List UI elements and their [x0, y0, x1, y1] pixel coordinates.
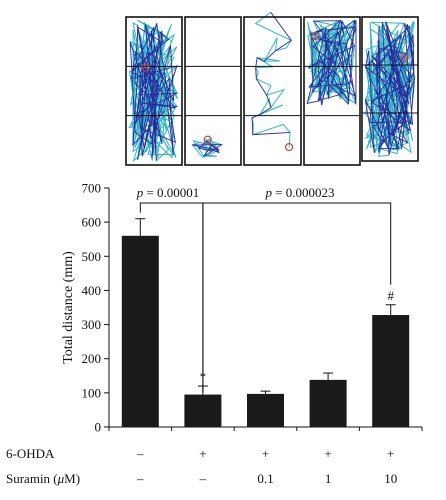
- end-position-marker: [311, 31, 320, 40]
- end-position-marker: [203, 135, 212, 144]
- y-tick-label: 200: [82, 351, 102, 366]
- y-tick-label: 500: [82, 249, 102, 264]
- movement-trace: [192, 140, 224, 157]
- tracking-panel-1: [125, 16, 183, 166]
- y-tick-label: 0: [95, 420, 102, 435]
- p-value-label: p = 0.000023: [264, 185, 334, 200]
- arena-border: [243, 16, 302, 166]
- end-position-marker: [284, 142, 294, 152]
- bar-control: [121, 235, 159, 427]
- movement-trace: [251, 11, 293, 148]
- tracking-panel-3: [243, 11, 302, 166]
- arena-border: [361, 16, 419, 162]
- y-axis-label: Total distance (mm): [61, 251, 76, 364]
- condition-value: +: [324, 446, 331, 461]
- condition-value: –: [136, 471, 144, 486]
- condition-value: 10: [384, 471, 397, 486]
- movement-trace: [364, 21, 416, 156]
- condition-value: 1: [325, 471, 332, 486]
- arena-border: [184, 16, 242, 166]
- condition-value: +: [387, 446, 394, 461]
- y-tick-label: 300: [82, 317, 102, 332]
- bar-6-ohda-suramin-0-1: [247, 393, 284, 427]
- comparison-bracket: [202, 202, 392, 393]
- condition-value: –: [136, 446, 144, 461]
- condition-value: –: [199, 471, 207, 486]
- bar-6-ohda-suramin-1: [309, 379, 347, 427]
- y-tick-label: 100: [82, 385, 102, 400]
- y-tick-label: 400: [82, 283, 102, 298]
- condition-value: +: [262, 446, 269, 461]
- tracking-panel-4: [303, 16, 361, 166]
- movement-trace: [251, 12, 292, 136]
- arena-border: [125, 16, 183, 166]
- tracking-panel-5: [361, 16, 419, 162]
- arena-border: [303, 16, 361, 166]
- bar-6-ohda-suramin-10: [372, 315, 410, 427]
- end-position-marker: [141, 63, 150, 72]
- tracking-panels: [125, 11, 419, 166]
- significance-marker: #: [387, 288, 394, 303]
- end-position-marker: [400, 53, 409, 62]
- movement-trace: [306, 19, 357, 106]
- condition-row-label: 6-OHDA: [6, 446, 55, 461]
- condition-value: 0.1: [257, 471, 273, 486]
- condition-row-label: Suramin (μM): [6, 471, 80, 486]
- bar-chart: Total distance (mm) 0 100 200 300 400 500 600 70…: [6, 181, 423, 486]
- condition-value: +: [199, 446, 206, 461]
- y-tick-label: 600: [82, 215, 102, 230]
- tracking-panel-2: [184, 16, 242, 166]
- movement-trace: [129, 23, 178, 161]
- p-value-label: p = 0.00001: [136, 185, 200, 200]
- bar-6-ohda: [184, 394, 222, 427]
- y-tick-label: 700: [82, 181, 102, 196]
